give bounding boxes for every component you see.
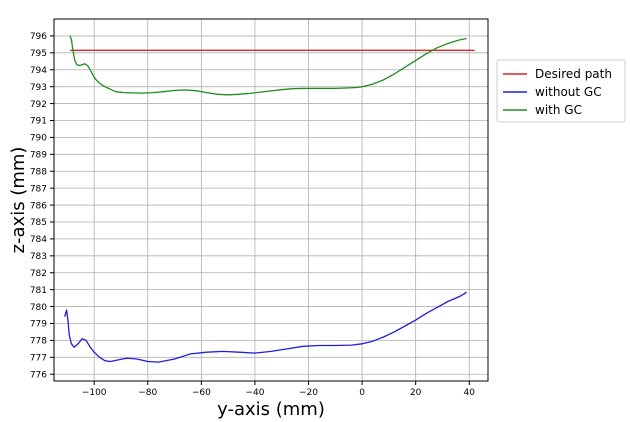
legend-box <box>496 59 626 123</box>
y-tick-label: 783 <box>30 252 47 262</box>
y-tick-label: 790 <box>30 134 47 144</box>
y-tick-label: 794 <box>30 66 47 76</box>
y-tick-label: 779 <box>30 320 47 330</box>
x-tick-label: 20 <box>410 388 422 398</box>
legend-label-with-gc: with GC <box>535 103 582 117</box>
y-tick-label: 780 <box>30 303 47 313</box>
y-tick-label: 778 <box>30 337 47 347</box>
y-tick-label: 796 <box>30 32 47 42</box>
x-tick-label: −80 <box>138 388 157 398</box>
series-line-with-gc <box>69 35 467 96</box>
y-tick-label: 784 <box>30 235 47 245</box>
grid-lines <box>54 19 488 381</box>
x-axis-title: y-axis (mm) <box>217 399 325 420</box>
legend: Desired path without GC with GC <box>496 59 626 123</box>
series-lines <box>64 35 475 363</box>
y-tick-label: 789 <box>30 151 47 161</box>
x-tick-label: 0 <box>359 388 365 398</box>
legend-label-without-gc: without GC <box>535 85 602 99</box>
y-tick-label: 793 <box>30 83 47 93</box>
y-tick-label: 786 <box>30 201 47 211</box>
y-tick-label: 785 <box>30 218 47 228</box>
y-tick-label: 776 <box>30 370 47 380</box>
legend-label-desired-path: Desired path <box>535 67 612 81</box>
y-tick-label: 781 <box>30 286 47 296</box>
plot-area-frame <box>53 18 489 382</box>
y-tick-label: 791 <box>30 117 47 127</box>
x-tick-label: −100 <box>82 388 107 398</box>
series-line-without-gc <box>64 291 467 363</box>
y-tick-label: 795 <box>30 49 47 59</box>
x-tick-label: 40 <box>464 388 476 398</box>
y-tick-label: 777 <box>30 354 47 364</box>
y-tick-label: 792 <box>30 100 47 110</box>
y-tick-label: 788 <box>30 167 47 177</box>
x-tick-label: −60 <box>192 388 211 398</box>
y-tick-label: 782 <box>30 269 47 279</box>
x-tick-label: −20 <box>299 388 318 398</box>
y-axis-title: z-axis (mm) <box>8 147 29 254</box>
x-tick-label: −40 <box>245 388 264 398</box>
axis-ticks: −100 −80 −60 −40 −20 0 20 40 776 777 778 779 780 781 7… <box>30 32 475 398</box>
y-tick-label: 787 <box>30 184 47 194</box>
